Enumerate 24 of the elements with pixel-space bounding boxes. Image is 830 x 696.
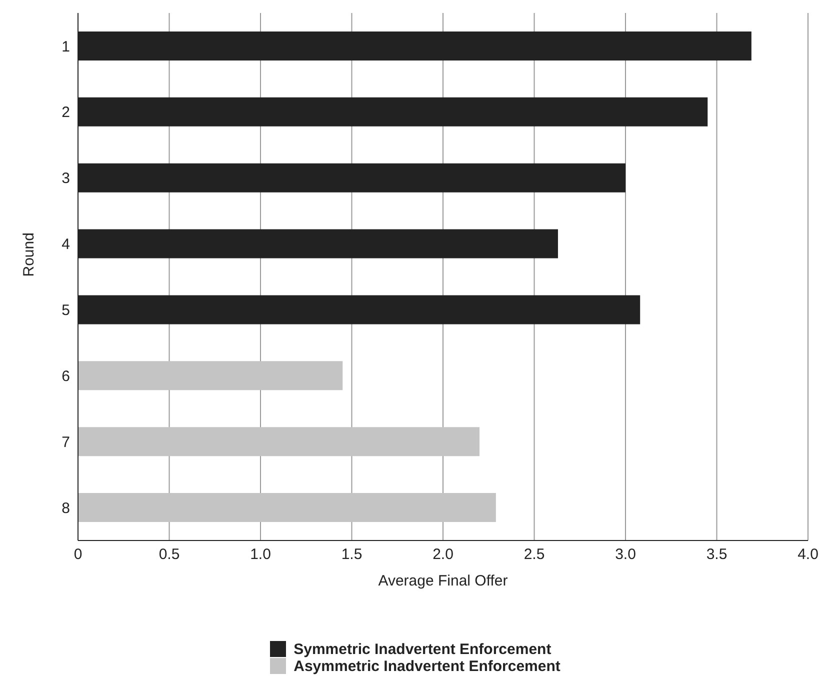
bar (78, 493, 496, 522)
x-tick-label: 3.5 (706, 546, 728, 564)
x-tick-label: 1.0 (250, 546, 271, 564)
y-axis-title: Round (20, 232, 38, 277)
x-tick-label: 2.5 (524, 546, 545, 564)
y-tick-label: 7 (62, 434, 70, 451)
x-tick-label: 0 (74, 546, 82, 564)
x-tick-label: 2.0 (432, 546, 454, 564)
y-tick-label: 4 (62, 236, 70, 254)
y-tick-label: 8 (62, 500, 70, 517)
y-tick-label: 3 (62, 170, 70, 188)
x-axis-title: Average Final Offer (378, 572, 508, 590)
legend-label: Symmetric Inadvertent Enforcement (294, 640, 552, 658)
y-tick-label: 2 (62, 104, 70, 122)
bar (78, 427, 480, 456)
x-tick-label: 0.5 (158, 546, 180, 564)
y-tick-label: 6 (62, 368, 70, 385)
legend-label: Asymmetric Inadvertent Enforcement (294, 658, 560, 674)
x-tick-label: 3.0 (615, 546, 636, 564)
y-tick-label: 5 (62, 302, 70, 320)
bar (78, 361, 343, 390)
y-tick-label: 1 (62, 38, 70, 56)
x-tick-label: 4.0 (798, 546, 818, 564)
x-tick-label: 1.5 (341, 546, 362, 564)
